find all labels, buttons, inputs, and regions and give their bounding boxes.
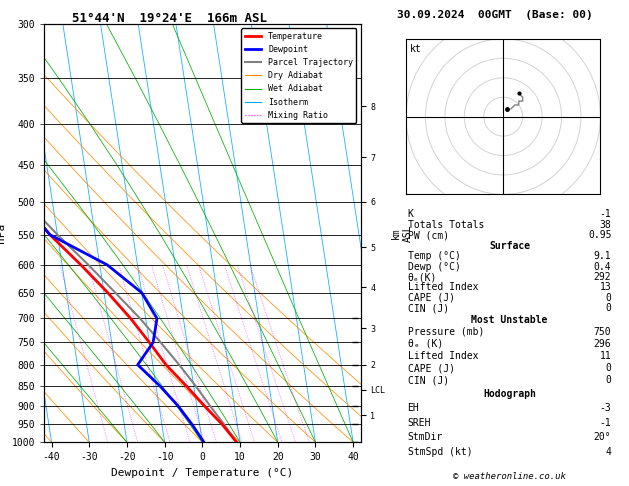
Text: Surface: Surface — [489, 241, 530, 251]
Y-axis label: km
ASL: km ASL — [391, 225, 413, 242]
Text: StmDir: StmDir — [408, 433, 443, 442]
Text: 0: 0 — [606, 293, 611, 303]
Text: Lifted Index: Lifted Index — [408, 351, 478, 361]
Text: Pressure (mb): Pressure (mb) — [408, 327, 484, 337]
Text: Temp (°C): Temp (°C) — [408, 251, 460, 261]
Text: 4: 4 — [606, 447, 611, 457]
X-axis label: Dewpoint / Temperature (°C): Dewpoint / Temperature (°C) — [111, 468, 294, 478]
Text: 0: 0 — [606, 375, 611, 385]
Text: -1: -1 — [599, 418, 611, 428]
Text: θₑ (K): θₑ (K) — [408, 339, 443, 349]
Legend: Temperature, Dewpoint, Parcel Trajectory, Dry Adiabat, Wet Adiabat, Isotherm, Mi: Temperature, Dewpoint, Parcel Trajectory… — [242, 29, 357, 123]
Text: -1: -1 — [599, 209, 611, 219]
Text: SREH: SREH — [408, 418, 431, 428]
Text: 51°44'N  19°24'E  166m ASL: 51°44'N 19°24'E 166m ASL — [72, 12, 267, 25]
Text: 30.09.2024  00GMT  (Base: 00): 30.09.2024 00GMT (Base: 00) — [397, 10, 593, 20]
Text: 0: 0 — [606, 303, 611, 313]
Text: kt: kt — [410, 44, 421, 53]
Text: StmSpd (kt): StmSpd (kt) — [408, 447, 472, 457]
Y-axis label: hPa: hPa — [0, 223, 6, 243]
Text: Totals Totals: Totals Totals — [408, 220, 484, 230]
Text: CIN (J): CIN (J) — [408, 375, 448, 385]
Text: 750: 750 — [594, 327, 611, 337]
Text: 11: 11 — [599, 351, 611, 361]
Text: 296: 296 — [594, 339, 611, 349]
Text: 38: 38 — [599, 220, 611, 230]
Text: 13: 13 — [599, 282, 611, 293]
Text: PW (cm): PW (cm) — [408, 230, 448, 240]
Text: Most Unstable: Most Unstable — [471, 314, 548, 325]
Text: θₑ(K): θₑ(K) — [408, 272, 437, 282]
Text: 0.4: 0.4 — [594, 261, 611, 272]
Text: Hodograph: Hodograph — [483, 389, 536, 399]
Text: 0.95: 0.95 — [588, 230, 611, 240]
Text: 9.1: 9.1 — [594, 251, 611, 261]
Text: 292: 292 — [594, 272, 611, 282]
Text: 20°: 20° — [594, 433, 611, 442]
Text: Lifted Index: Lifted Index — [408, 282, 478, 293]
Text: -3: -3 — [599, 403, 611, 413]
Text: CAPE (J): CAPE (J) — [408, 293, 455, 303]
Text: 0: 0 — [606, 363, 611, 373]
Text: © weatheronline.co.uk: © weatheronline.co.uk — [453, 472, 566, 481]
Text: Dewp (°C): Dewp (°C) — [408, 261, 460, 272]
Text: K: K — [408, 209, 413, 219]
Text: CIN (J): CIN (J) — [408, 303, 448, 313]
Text: CAPE (J): CAPE (J) — [408, 363, 455, 373]
Text: EH: EH — [408, 403, 420, 413]
